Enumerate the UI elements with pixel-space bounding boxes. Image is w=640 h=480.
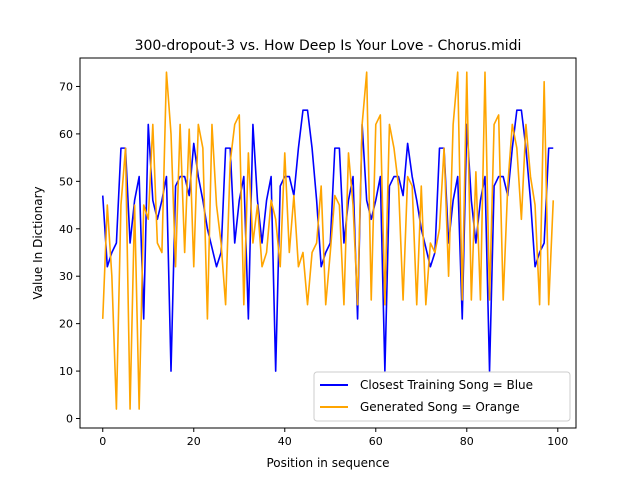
x-tick-label: 100 [547,435,568,448]
legend-label-orange: Generated Song = Orange [360,400,520,414]
series-line-generated-song [101,71,555,410]
y-tick-label: 20 [59,318,73,331]
plot-frame [79,57,577,429]
legend: Closest Training Song = Blue Generated S… [313,371,571,422]
series-layer [101,71,555,410]
legend-box [313,371,571,422]
y-tick-label: 10 [59,365,73,378]
axis-ticks: 0 20 40 60 80 100 0 10 20 30 40 50 60 70 [59,80,568,448]
y-tick-label: 60 [59,128,73,141]
x-tick-label: 80 [460,435,474,448]
legend-label-blue: Closest Training Song = Blue [360,378,533,392]
y-tick-label: 30 [59,270,73,283]
y-tick-label: 70 [59,80,73,93]
y-tick-label: 0 [66,413,73,426]
y-tick-label: 40 [59,223,73,236]
x-tick-label: 20 [187,435,201,448]
chart-title: 300-dropout-3 vs. How Deep Is Your Love … [135,38,522,54]
x-tick-label: 0 [99,435,106,448]
y-tick-label: 50 [59,175,73,188]
x-tick-label: 40 [278,435,292,448]
x-tick-label: 60 [369,435,383,448]
x-axis-title: Position in sequence [266,456,389,470]
y-axis-title: Value In Dictionary [31,186,45,299]
